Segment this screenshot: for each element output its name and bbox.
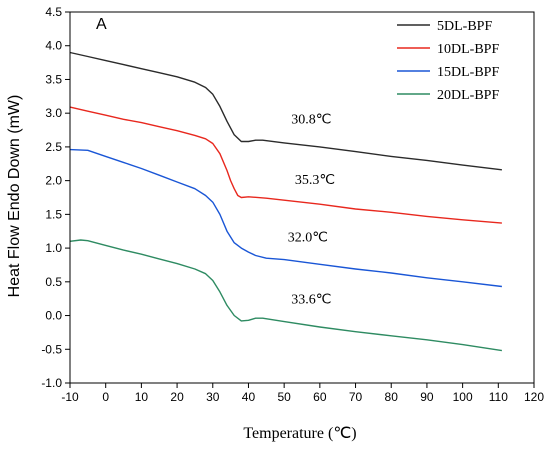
x-tick-label: 60 (313, 390, 327, 404)
transition-temperature-label: 33.6℃ (291, 292, 331, 307)
transition-temperature-label: 35.3℃ (295, 173, 335, 188)
x-tick-label: 0 (102, 390, 109, 404)
x-tick-label: 120 (524, 390, 544, 404)
x-tick-label: 10 (135, 390, 149, 404)
labels-layer: -10 0 10 20 30 40 50 60 70 80 90 100 110 120 -1.0 -0.5 0… (41, 5, 544, 404)
annotations: 30.8℃ 35.3℃ 32.0℃ 33.6℃ (288, 112, 335, 307)
y-tick-label: -0.5 (41, 342, 62, 356)
x-tick-label: 110 (489, 390, 508, 404)
y-tick-label: 4.0 (45, 39, 62, 53)
x-tick-label: 50 (277, 390, 291, 404)
legend-label: 15DL-BPF (437, 65, 499, 80)
y-axis-title: Heat Flow Endo Down (mW) (6, 95, 23, 298)
legend-label: 10DL-BPF (437, 42, 499, 57)
y-tick-label: 2.0 (45, 174, 62, 188)
x-tick-label: 70 (349, 390, 363, 404)
x-tick-label: 90 (420, 390, 434, 404)
x-axis-title: Temperature (℃) (243, 425, 356, 442)
x-tick-label: 30 (206, 390, 220, 404)
plot-frame (69, 11, 535, 384)
y-tick-label: 3.0 (45, 106, 62, 120)
legend: 5DL-BPF 10DL-BPF 15DL-BPF 20DL-BPF (397, 19, 499, 103)
y-tick-label: 3.5 (45, 72, 62, 86)
transition-temperature-label: 32.0℃ (288, 230, 328, 245)
x-tick-label: 80 (385, 390, 399, 404)
series-line-5dl-bpf (69, 51, 502, 171)
x-tick-label: 40 (242, 390, 256, 404)
series-layer (69, 51, 503, 352)
legend-label: 20DL-BPF (437, 88, 499, 103)
x-tick-label: 100 (453, 390, 473, 404)
y-tick-label: -1.0 (41, 376, 62, 390)
x-tick-label: -10 (61, 390, 79, 404)
series-line-20dl-bpf (69, 239, 503, 352)
transition-temperature-label: 30.8℃ (291, 112, 331, 127)
x-tick-label: 20 (170, 390, 184, 404)
axis-ticks (65, 11, 535, 388)
legend-label: 5DL-BPF (437, 19, 492, 34)
y-tick-label: 2.5 (45, 140, 62, 154)
y-tick-label: 0.0 (45, 309, 62, 323)
y-tick-label: 4.5 (45, 5, 62, 19)
y-tick-label: 1.5 (45, 207, 62, 221)
y-tick-label: 1.0 (45, 241, 62, 255)
series-line-10dl-bpf (69, 106, 502, 224)
series-line-15dl-bpf (69, 148, 502, 288)
panel-label: A (96, 16, 107, 33)
y-tick-label: 0.5 (45, 275, 62, 289)
